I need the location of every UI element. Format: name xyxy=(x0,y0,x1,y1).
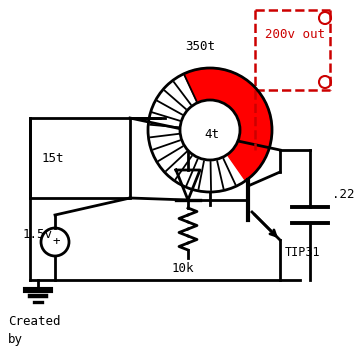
Text: TIP31: TIP31 xyxy=(285,246,321,259)
Text: .22uf: .22uf xyxy=(332,189,354,201)
Text: 15t: 15t xyxy=(42,152,64,164)
Wedge shape xyxy=(184,68,272,181)
Text: 1.5v: 1.5v xyxy=(23,228,53,240)
Text: 4t: 4t xyxy=(205,128,219,142)
Text: 10k: 10k xyxy=(172,262,194,275)
Bar xyxy=(30,118,130,198)
Circle shape xyxy=(180,100,240,160)
Text: 200v out: 200v out xyxy=(265,28,325,42)
Text: +: + xyxy=(52,236,60,248)
Text: Created
by
Clevelandstorms: Created by Clevelandstorms xyxy=(8,315,120,346)
Text: 350t: 350t xyxy=(185,39,215,53)
